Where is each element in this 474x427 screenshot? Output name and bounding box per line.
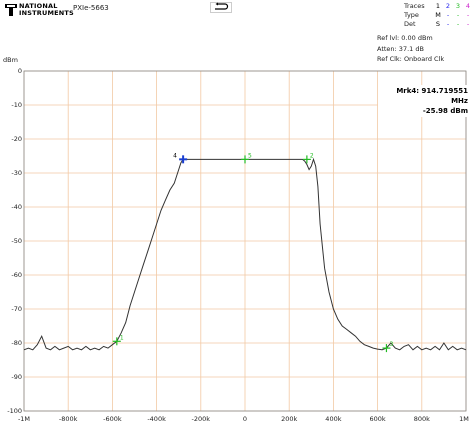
y-tick-label: -50	[11, 236, 22, 245]
trace-1-type: M	[435, 11, 441, 19]
traces-label: Traces	[404, 2, 425, 10]
marker-readout-amplitude: -25.98 dBm	[422, 107, 468, 115]
ref-level: Ref lvl: 0.00 dBm	[377, 34, 433, 42]
y-tick-label: -60	[11, 270, 22, 279]
x-tick-label: 200k	[281, 415, 298, 423]
settings-panel: Ref lvl: 0.00 dBm Atten: 37.1 dB Ref Clk…	[377, 33, 444, 65]
y-tick-label: -80	[11, 338, 22, 347]
marker-label: 5	[248, 152, 252, 159]
plot-frame	[23, 70, 467, 412]
trace-3-det: -	[456, 20, 460, 28]
x-tick-label: -400k	[147, 415, 166, 423]
ref-clock: Ref Clk: Onboard Clk	[377, 55, 445, 63]
y-axis-unit: dBm	[3, 56, 18, 64]
y-tick-label: -10	[11, 100, 22, 109]
marker-label: 3	[389, 341, 393, 348]
x-tick-label: 400k	[325, 415, 342, 423]
y-tick-label: -20	[11, 134, 22, 143]
x-tick-label: 600k	[369, 415, 386, 423]
ni-eagle-icon	[5, 4, 17, 16]
marker-label: 2	[310, 152, 314, 159]
x-tick-label: 0	[242, 415, 248, 423]
traces-row: Traces 1 2 3 4	[404, 2, 473, 11]
trace-4-type: -	[466, 11, 470, 19]
type-row: Type M - - -	[404, 11, 473, 20]
trace-3-type: -	[456, 11, 460, 19]
logo-text-line2: INSTRUMENTS	[19, 9, 74, 17]
trace-1-line	[23, 157, 467, 351]
marker-5: 5	[241, 152, 252, 164]
trace-2-det: -	[446, 20, 450, 28]
marker-3: 3	[382, 341, 393, 353]
trace-3-number[interactable]: 3	[455, 2, 461, 10]
det-row: Det S - - -	[404, 20, 473, 29]
y-tick-label: -40	[11, 202, 22, 211]
trace-4-number[interactable]: 4	[465, 2, 471, 10]
instrument-name: PXIe-5663	[73, 4, 109, 12]
y-tick-label: -70	[11, 304, 22, 313]
traces-panel: Traces 1 2 3 4 Type M - - - Det S - - -	[404, 2, 473, 29]
x-tick-label: 800k	[413, 415, 430, 423]
trace-1-number[interactable]: 1	[435, 2, 441, 10]
ni-logo: NATIONAL INSTRUMENTS	[4, 2, 74, 20]
logo-text-line1: NATIONAL	[19, 2, 58, 10]
marker-readout: Mrk4: 914.719551 MHz -25.98 dBm	[378, 85, 470, 117]
attenuation: Atten: 37.1 dB	[377, 44, 424, 53]
type-label: Type	[404, 11, 419, 19]
marker-label: 4	[173, 152, 177, 159]
x-tick-label: -1M	[17, 415, 31, 423]
y-tick-label: -30	[11, 168, 22, 177]
trace-4-det: -	[466, 20, 470, 28]
marker-4: 4	[173, 152, 188, 164]
x-tick-label: -200k	[191, 415, 211, 423]
marker-readout-frequency: Mrk4: 914.719551 MHz	[396, 87, 468, 105]
trace-1-det: S	[435, 20, 441, 28]
y-tick-label: 0	[17, 66, 22, 75]
marker-2: 2	[302, 152, 314, 164]
trace-2-type: -	[446, 11, 450, 19]
y-tick-label: -90	[11, 372, 22, 381]
marker-1: 1	[112, 334, 124, 346]
x-tick-label: -800k	[58, 415, 78, 423]
y-tick-label: -100	[7, 406, 22, 415]
det-label: Det	[404, 20, 416, 28]
x-tick-label: 1M	[459, 415, 469, 423]
single-sweep-icon[interactable]	[210, 2, 232, 13]
marker-label: 1	[120, 334, 124, 341]
trace-2-number[interactable]: 2	[445, 2, 451, 10]
x-tick-label: -600k	[103, 415, 122, 423]
